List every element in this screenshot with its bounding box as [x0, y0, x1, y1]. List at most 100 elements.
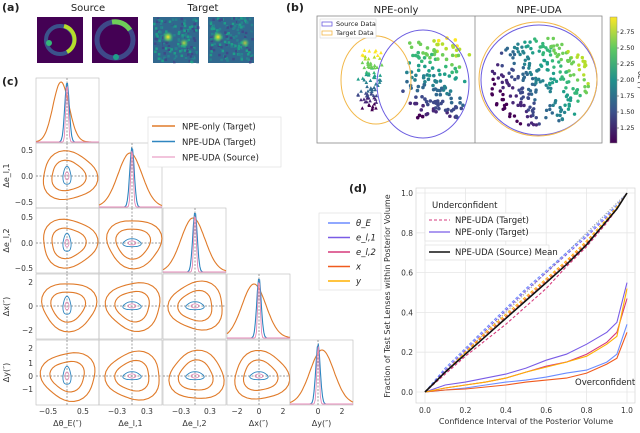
uda-point	[559, 64, 563, 68]
noise-pixel	[215, 29, 219, 32]
noise-pixel	[232, 26, 236, 30]
uda-point	[553, 51, 558, 55]
target-point	[369, 86, 373, 90]
contour-npe-uda-target	[62, 295, 72, 315]
annotation-underconfident: Underconfident	[432, 201, 498, 211]
uda-point	[494, 103, 499, 107]
noise-pixel	[231, 53, 234, 57]
y-tick-label: 0.0	[21, 172, 33, 181]
noise-pixel	[155, 33, 158, 36]
uda-point	[496, 76, 501, 80]
source-point	[448, 89, 453, 93]
corner-cell-r3c1	[98, 273, 163, 340]
source-point	[426, 77, 431, 82]
uda-point	[515, 119, 519, 123]
source-point	[459, 106, 464, 111]
source-point	[437, 106, 441, 111]
noise-pixel	[212, 27, 215, 30]
noise-pixel	[236, 28, 240, 32]
series-line	[424, 332, 628, 393]
uda-point	[575, 78, 580, 82]
marginal-npe-uda-source	[163, 216, 226, 273]
noise-pixel	[191, 48, 195, 51]
source-point	[453, 38, 458, 42]
corner-legend: NPE-only (Target) NPE-UDA (Target) NPE-UDA…	[147, 116, 282, 168]
noise-pixel	[225, 56, 228, 60]
uda-point	[572, 73, 576, 77]
legend-label: NPE-only (Target)	[455, 228, 529, 238]
noise-pixel	[161, 59, 164, 63]
uda-point	[562, 110, 567, 115]
noise-pixel	[190, 60, 193, 63]
noise-pixel	[187, 46, 191, 49]
noise-pixel	[183, 19, 187, 22]
source-point	[440, 53, 445, 57]
source-point	[450, 43, 455, 48]
colorbar-label: θE (″)	[636, 71, 640, 89]
noise-pixel	[240, 26, 243, 29]
contour-npe-only-inner	[50, 291, 87, 323]
uda-point	[549, 86, 553, 91]
uda-point	[511, 50, 515, 54]
parameter-legend: θ_E e_l,1 e_l,2xy	[318, 212, 382, 291]
noise-pixel	[188, 59, 192, 63]
noise-pixel	[235, 22, 239, 26]
noise-pixel	[179, 50, 182, 53]
uda-point	[531, 51, 535, 55]
uda-point	[523, 58, 527, 62]
source-point	[408, 101, 413, 106]
noise-pixel	[210, 39, 214, 43]
panel-label-b: (b)	[286, 1, 304, 14]
noise-pixel	[159, 57, 162, 61]
noise-pixel	[192, 18, 195, 22]
noise-pixel	[173, 52, 177, 55]
uda-point	[578, 93, 582, 98]
uda-point	[528, 105, 532, 109]
colorbar-tick-label: 2.00	[620, 76, 634, 84]
uda-point	[515, 46, 519, 51]
uda-point	[534, 90, 538, 94]
noise-pixel	[229, 25, 233, 28]
noise-pixel	[225, 43, 228, 47]
lens-blob	[212, 31, 224, 43]
target-point	[359, 89, 363, 93]
noise-pixel	[155, 20, 159, 23]
uda-point	[534, 39, 538, 43]
noise-pixel	[246, 21, 249, 24]
source-point	[442, 72, 447, 77]
noise-pixel	[214, 54, 217, 57]
source-point	[426, 102, 430, 107]
row-axis-label: Δx(″)	[2, 297, 11, 316]
panel-label-d: (d)	[349, 182, 367, 195]
noise-pixel	[178, 44, 181, 48]
noise-pixel	[154, 50, 157, 54]
uda-point	[564, 86, 568, 90]
uda-point	[531, 122, 536, 127]
lensed-arc	[63, 24, 77, 54]
uda-point	[552, 48, 556, 52]
uda-point	[546, 86, 550, 90]
uda-point	[531, 113, 535, 118]
uda-point	[575, 55, 579, 59]
uda-point	[511, 101, 515, 105]
y-tick-label: 2	[28, 278, 33, 287]
uda-point	[522, 62, 527, 66]
source-point	[454, 48, 459, 52]
noise-pixel	[239, 38, 243, 42]
source-point	[450, 62, 454, 67]
contour-npe-only-inner	[49, 360, 85, 393]
colorbar-tick-label: 2.50	[620, 44, 634, 52]
source-point	[419, 59, 424, 64]
source-point	[444, 46, 448, 51]
noise-pixel	[181, 22, 184, 26]
colorbar-tick-label: 2.25	[620, 60, 634, 68]
uda-point	[517, 88, 521, 92]
source-point	[435, 99, 440, 103]
y-tick-label: −0.5	[15, 264, 33, 273]
noise-pixel	[223, 55, 227, 58]
legend-label: NPE-UDA (Target)	[182, 138, 256, 148]
source-point	[448, 114, 452, 119]
noise-pixel	[232, 57, 235, 61]
noise-pixel	[212, 48, 216, 52]
